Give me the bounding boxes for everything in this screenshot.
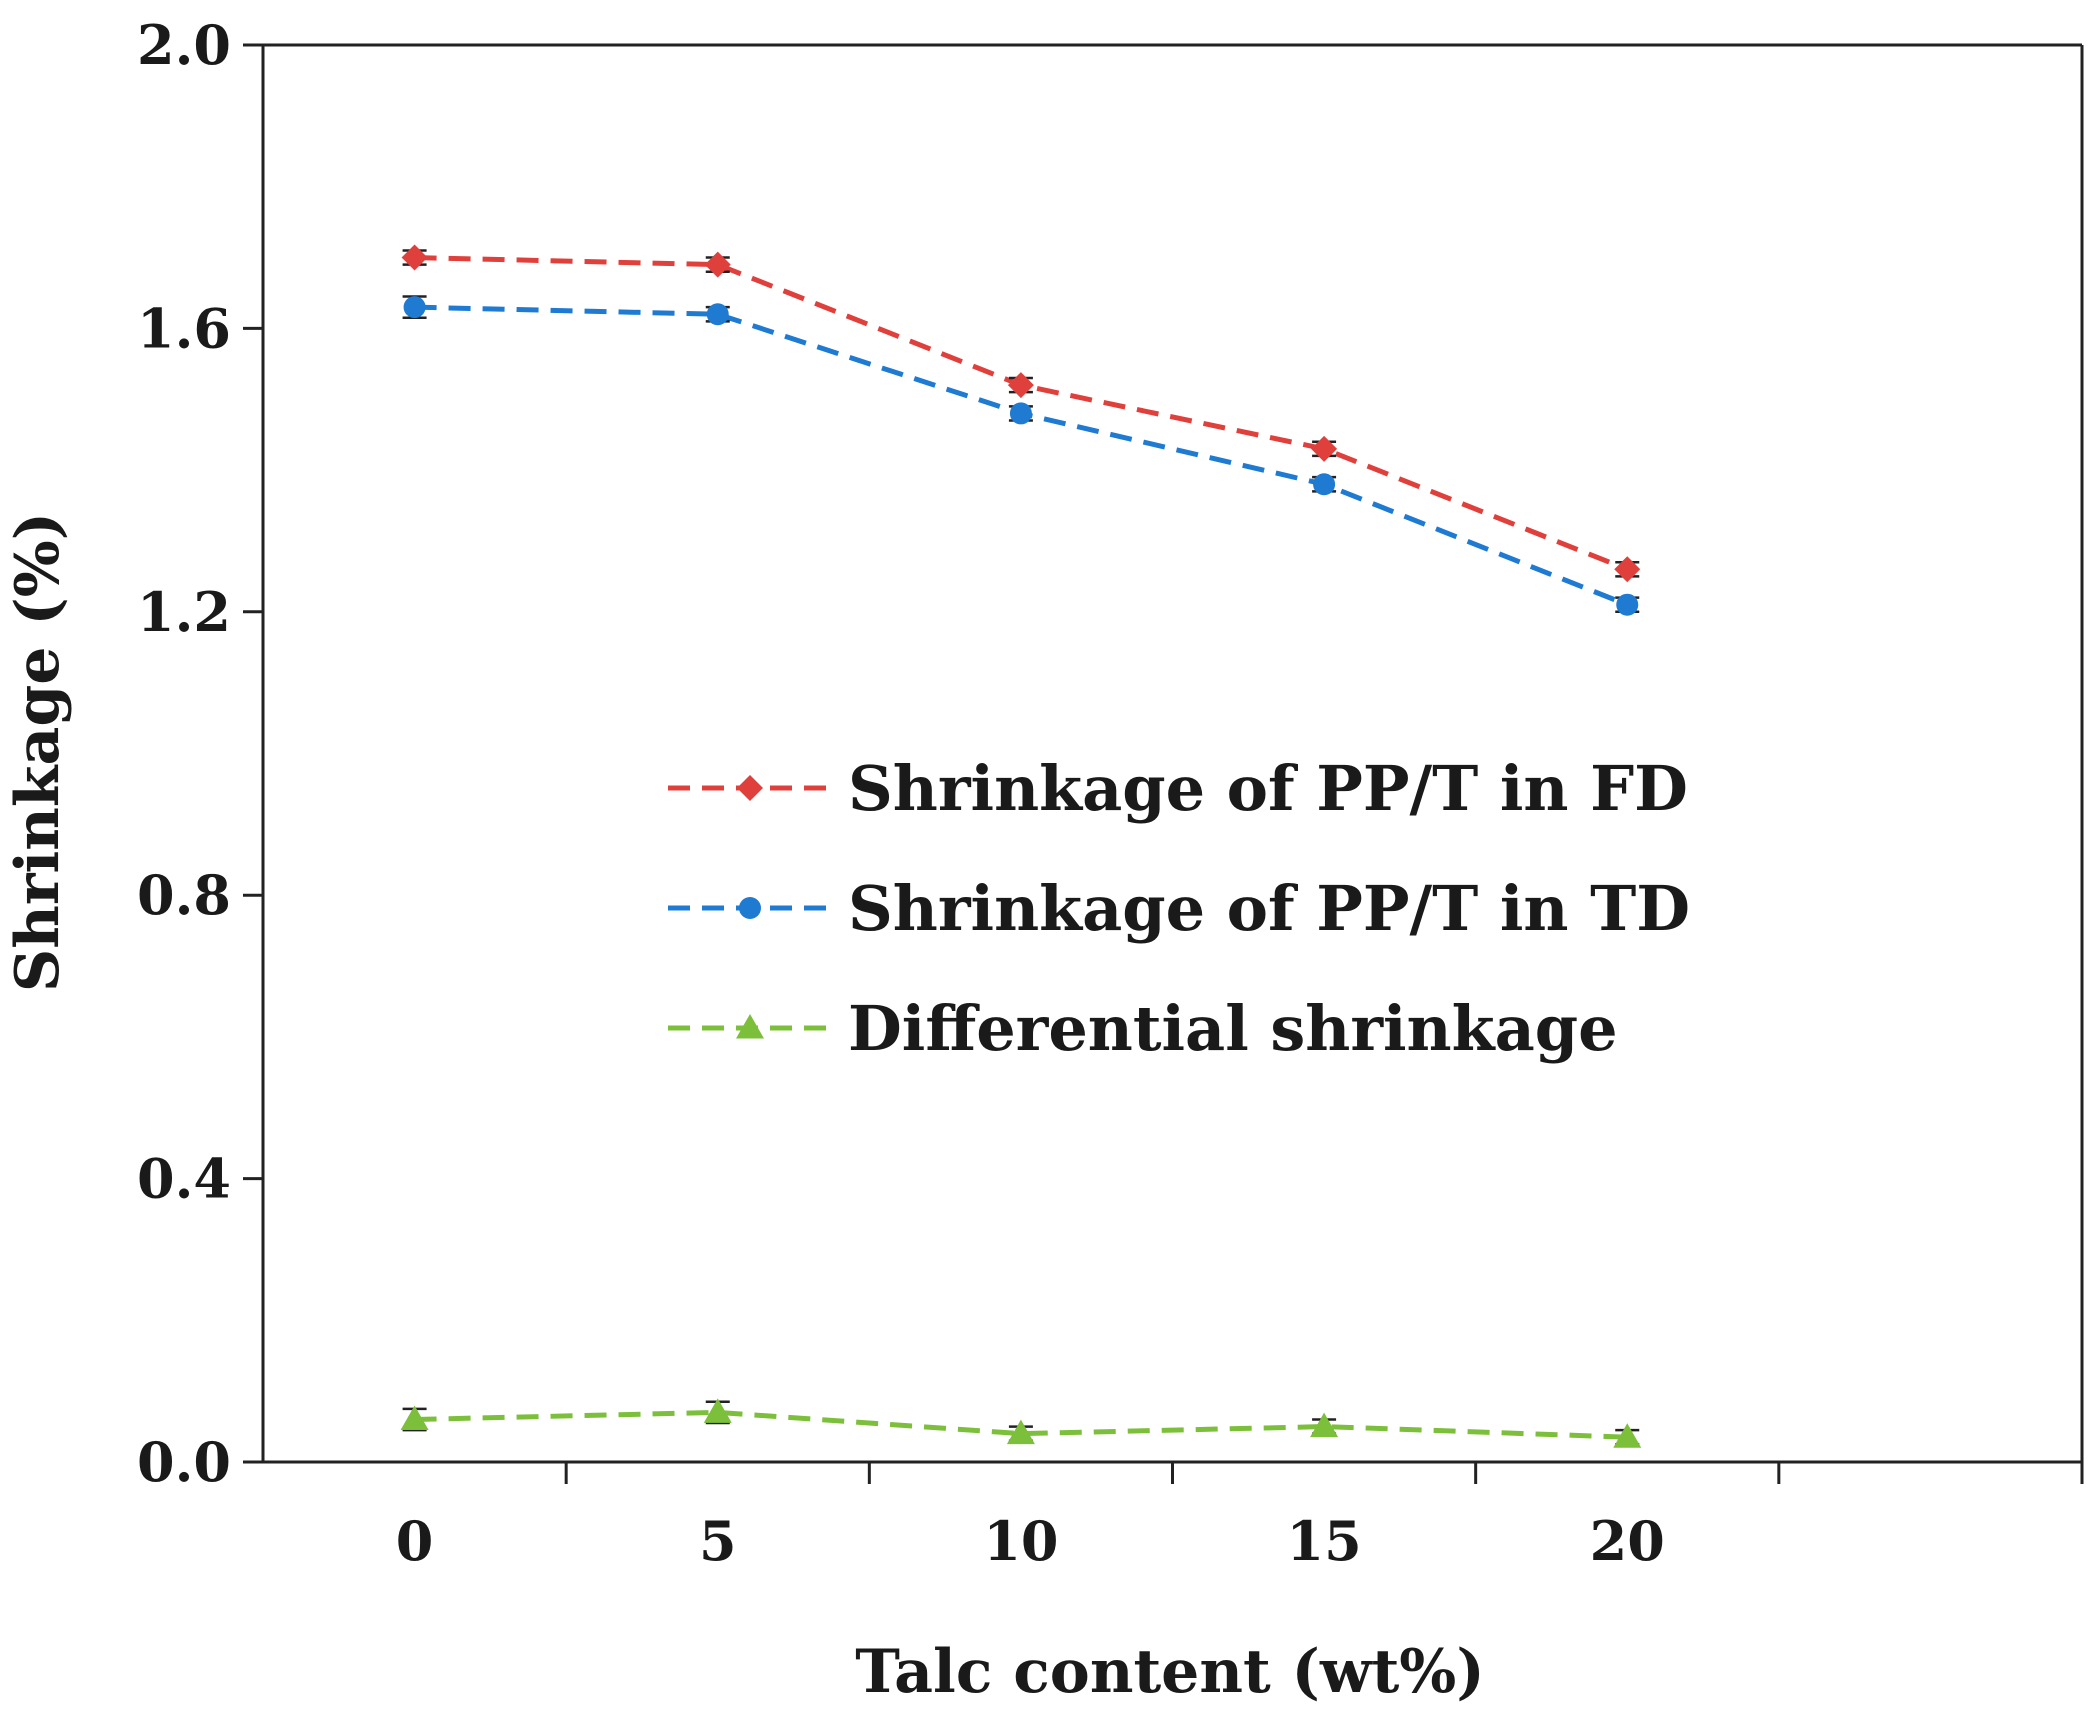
legend-item-2: Shrinkage of PP/T in TD (668, 872, 1690, 945)
y-tick-label: 0.0 (137, 1430, 231, 1494)
data-point (403, 296, 426, 319)
legend-label: Shrinkage of PP/T in TD (848, 872, 1690, 945)
y-tick-label: 0.8 (137, 863, 231, 927)
y-tick-label: 1.2 (137, 580, 231, 644)
axes: 0.0 0.4 0.8 1.2 1.6 2.0 0 5 10 15 20 (137, 13, 2084, 1573)
y-tick-label: 2.0 (137, 13, 231, 77)
y-axis-title: Shrinkage (%) (3, 512, 73, 992)
legend: Shrinkage of PP/T in FD Shrinkage of PP/T… (668, 752, 1690, 1065)
data-point (706, 303, 729, 326)
x-tick-label: 15 (1287, 1509, 1362, 1573)
legend-marker (739, 897, 761, 919)
legend-marker (737, 775, 763, 801)
x-tick-label: 20 (1590, 1509, 1665, 1573)
data-point (1007, 372, 1034, 399)
series-1 (401, 244, 1641, 583)
y-tick-label: 0.4 (137, 1147, 231, 1211)
series-2 (402, 295, 1640, 616)
x-axis-title: Talc content (wt%) (855, 1637, 1484, 1707)
data-point (1614, 556, 1641, 583)
legend-label: Differential shrinkage (848, 992, 1618, 1065)
data-point (703, 1398, 732, 1423)
x-tick-label: 10 (983, 1509, 1058, 1573)
data-point (704, 251, 731, 278)
data-point (1313, 473, 1336, 496)
series-layer (400, 244, 1642, 1448)
data-point (1310, 1412, 1339, 1438)
data-point (1613, 1423, 1642, 1448)
data-point (400, 1405, 429, 1430)
x-tick-label: 5 (699, 1509, 737, 1573)
y-tick-label: 1.6 (137, 296, 231, 360)
legend-label: Shrinkage of PP/T in FD (848, 752, 1688, 825)
legend-marker (736, 1014, 764, 1039)
data-point (1006, 1419, 1035, 1445)
series-line (414, 304, 1629, 608)
legend-item-3: Differential shrinkage (668, 992, 1618, 1065)
data-point (1311, 435, 1338, 462)
data-point (1009, 402, 1032, 425)
series-3 (400, 1398, 1642, 1448)
legend-item-1: Shrinkage of PP/T in FD (668, 752, 1688, 825)
x-tick-label: 0 (396, 1509, 434, 1573)
data-point (1616, 593, 1639, 616)
data-point (401, 244, 428, 271)
